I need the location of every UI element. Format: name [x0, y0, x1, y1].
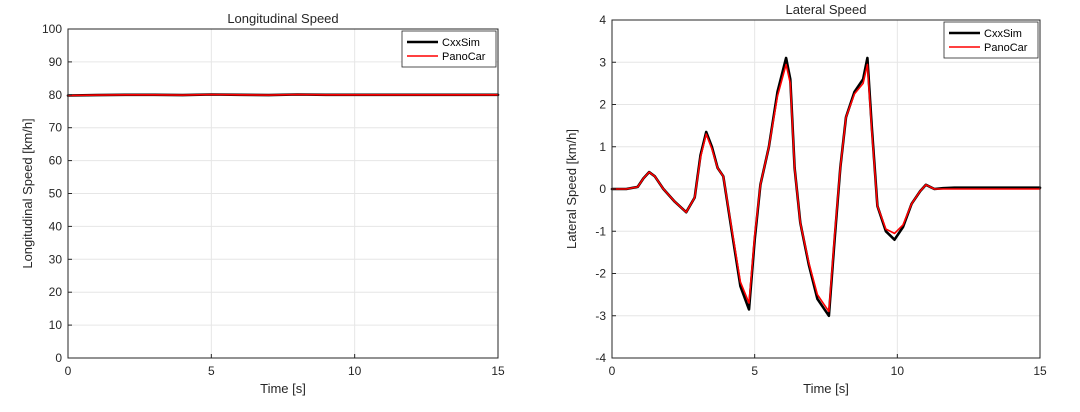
tick-layer: 0 5 10 15 -4 -3 -2 -1 0 1 2 3 4	[595, 13, 1047, 378]
legend-label-cxxsim: CxxSim	[442, 37, 480, 49]
legend-box	[401, 30, 497, 68]
x-tick-label: 0	[609, 364, 616, 378]
x-tick-label: 5	[751, 364, 758, 378]
legend: CxxSim PanoCar	[943, 21, 1039, 59]
tick-layer: 0 5 10 15 0 10 20 30 40 50 60 70 80 90 100	[42, 22, 505, 378]
y-tick-label: 4	[599, 13, 606, 27]
x-axis-label: Time [s]	[803, 381, 849, 396]
y-axis-label: Longitudinal Speed [km/h]	[20, 118, 35, 268]
series-line-panocar	[67, 93, 499, 97]
y-tick-label: 0	[599, 182, 606, 196]
x-tick-label: 15	[1033, 364, 1047, 378]
legend-label-cxxsim: CxxSim	[984, 28, 1022, 40]
y-tick-label: 80	[49, 88, 63, 102]
y-tick-label: 70	[49, 121, 63, 135]
y-tick-label: -2	[595, 267, 606, 281]
y-tick-label: 100	[42, 22, 62, 36]
y-tick-label: 90	[49, 55, 63, 69]
series-layer	[610, 56, 1042, 318]
lateral-speed-chart: 0 5 10 15 -4 -3 -2 -1 0 1 2 3 4 Lateral Speed Time […	[564, 2, 1047, 396]
legend: CxxSim PanoCar	[401, 30, 497, 68]
y-tick-label: 3	[599, 55, 606, 69]
series-line-panocar	[611, 63, 1041, 313]
y-tick-label: 50	[49, 187, 63, 201]
y-axis-label: Lateral Speed [km/h]	[564, 129, 579, 249]
x-axis-label: Time [s]	[260, 381, 306, 396]
chart-title: Longitudinal Speed	[227, 11, 338, 26]
x-tick-label: 10	[348, 364, 362, 378]
legend-label-panocar: PanoCar	[984, 42, 1028, 54]
x-tick-label: 0	[65, 364, 72, 378]
y-tick-label: 60	[49, 154, 63, 168]
y-tick-label: -4	[595, 351, 606, 365]
y-tick-label: 40	[49, 219, 63, 233]
x-tick-label: 10	[891, 364, 905, 378]
y-tick-label: -1	[595, 224, 606, 238]
y-tick-label: 1	[599, 140, 606, 154]
chart-title: Lateral Speed	[786, 2, 867, 17]
y-tick-label: 0	[55, 351, 62, 365]
y-tick-label: 10	[49, 318, 63, 332]
y-tick-label: 30	[49, 252, 63, 266]
y-tick-label: -3	[595, 309, 606, 323]
longitudinal-speed-chart: 0 5 10 15 0 10 20 30 40 50 60 70 80 90 100 Longitudina…	[20, 11, 505, 396]
legend-label-panocar: PanoCar	[442, 51, 486, 63]
y-tick-label: 20	[49, 285, 63, 299]
legend-box	[943, 21, 1039, 59]
y-tick-label: 2	[599, 98, 606, 112]
series-layer	[66, 93, 500, 97]
x-tick-label: 15	[491, 364, 505, 378]
x-tick-label: 5	[208, 364, 215, 378]
